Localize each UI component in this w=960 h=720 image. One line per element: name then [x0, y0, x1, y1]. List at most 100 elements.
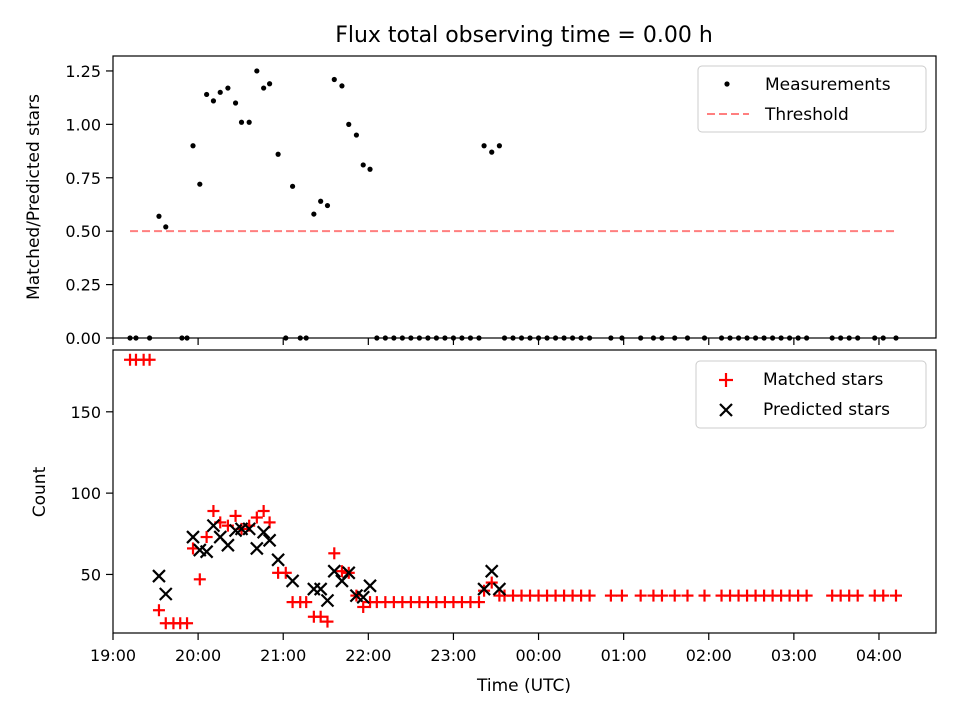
matched-star-point	[200, 531, 213, 544]
matched-star-point	[889, 589, 902, 602]
measurement-point	[225, 85, 231, 91]
measurement-point	[204, 91, 210, 98]
predicted-star-point	[256, 525, 271, 539]
matched-star-point	[314, 610, 327, 623]
bottom-x-tick-label: 22:00	[345, 646, 391, 665]
predicted-star-point	[206, 518, 221, 533]
matched-star-point	[207, 505, 220, 518]
matched-star-point	[300, 596, 313, 609]
matched-star-point	[250, 511, 263, 524]
legend-predicted-label: Predicted stars	[763, 400, 890, 420]
measurement-point	[442, 335, 448, 341]
legend-measurements-label: Measurements	[765, 75, 891, 95]
measurement-point	[297, 335, 303, 341]
measurement-point	[283, 335, 289, 341]
predicted-star-point	[221, 538, 235, 552]
predicted-star-point	[285, 574, 300, 588]
bottom-x-tick-label: 02:00	[686, 646, 732, 665]
matched-stars-layer	[124, 353, 902, 630]
top-y-tick-label: 0.75	[65, 169, 101, 188]
bottom-y-tick-label: 50	[81, 565, 101, 584]
measurement-point	[527, 335, 533, 341]
measurement-point	[561, 335, 567, 341]
measurement-point	[391, 335, 397, 341]
measurement-point	[275, 151, 281, 157]
top-legend: Measurements Threshold	[697, 65, 927, 133]
measurement-point	[127, 335, 133, 341]
top-legend-box	[697, 65, 927, 133]
bottom-x-tick-label: 21:00	[260, 646, 306, 665]
predicted-star-point	[242, 522, 256, 536]
matched-star-point	[152, 604, 165, 617]
legend-threshold-label: Threshold	[764, 105, 849, 125]
top-panel: 0.00 0.25 0.50 0.75 1.00 1.25 Matched/Predict…	[24, 55, 937, 348]
predicted-star-point	[484, 564, 499, 578]
bottom-panel: 50 100 150 19:00 20:00 21:00 22:00 23:00 00:00 0…	[30, 349, 937, 696]
measurement-point	[752, 335, 759, 341]
measurement-point	[374, 335, 380, 341]
legend-matched-label: Matched stars	[763, 370, 883, 390]
bottom-y-axis-label: Count	[30, 466, 50, 517]
bottom-legend: Matched stars Predicted stars	[695, 360, 927, 429]
matched-star-point	[193, 573, 206, 586]
measurement-point	[608, 335, 614, 341]
measurement-point	[838, 335, 844, 341]
measurement-point	[778, 335, 784, 341]
legend-matched-marker	[719, 373, 733, 387]
predicted-star-point	[327, 564, 342, 578]
measurement-point	[232, 100, 239, 106]
measurement-point	[727, 335, 733, 341]
measurement-point	[210, 98, 217, 104]
measurement-point	[476, 335, 482, 341]
predicted-star-point	[356, 590, 370, 604]
bottom-x-axis: 19:00 20:00 21:00 22:00 23:00 00:00 01:00 02:00…	[90, 633, 902, 665]
measurement-point	[146, 335, 153, 341]
top-y-tick-label: 0.25	[65, 276, 101, 295]
measurement-point	[787, 335, 793, 341]
measurement-point	[399, 335, 405, 341]
matched-star-point	[634, 589, 647, 602]
bottom-x-tick-label: 03:00	[771, 646, 817, 665]
measurement-point	[684, 335, 691, 341]
predicted-star-point	[262, 533, 277, 548]
measurement-point	[331, 76, 337, 83]
measurement-point	[346, 121, 352, 127]
matched-star-point	[257, 505, 270, 518]
matched-star-point	[583, 589, 596, 602]
measurement-point	[501, 335, 508, 341]
measurement-point	[163, 224, 169, 230]
predicted-star-point	[152, 569, 166, 583]
measurement-point	[893, 335, 899, 341]
measurement-point	[311, 211, 317, 217]
measurement-point	[769, 335, 776, 341]
matched-star-point	[800, 589, 813, 602]
x-axis-label: Time (UTC)	[476, 676, 571, 696]
measurement-point	[578, 335, 584, 341]
measurement-point	[353, 132, 360, 138]
measurement-point	[425, 335, 431, 341]
matched-star-point	[181, 617, 194, 630]
matched-star-point	[143, 353, 156, 366]
measurement-point	[360, 162, 366, 168]
predicted-star-point	[477, 582, 491, 596]
matched-star-point	[472, 596, 485, 609]
measurement-point	[367, 166, 373, 172]
predicted-star-point	[271, 553, 285, 567]
matched-star-point	[698, 589, 711, 602]
bottom-x-tick-label: 20:00	[175, 646, 221, 665]
bottom-x-tick-label: 04:00	[856, 646, 902, 665]
matched-star-point	[615, 589, 628, 602]
matched-star-point	[877, 589, 890, 602]
predicted-stars-layer	[152, 518, 507, 608]
measurement-points-layer	[127, 68, 899, 341]
predicted-star-point	[320, 593, 335, 608]
predicted-star-point	[313, 582, 328, 596]
matched-star-point	[851, 589, 864, 602]
legend-predicted-marker	[719, 403, 733, 417]
predicted-star-point	[363, 579, 377, 593]
measurement-point	[569, 335, 576, 341]
bottom-x-tick-label: 00:00	[515, 646, 561, 665]
predicted-star-point	[492, 582, 507, 596]
matched-star-point	[604, 589, 617, 602]
